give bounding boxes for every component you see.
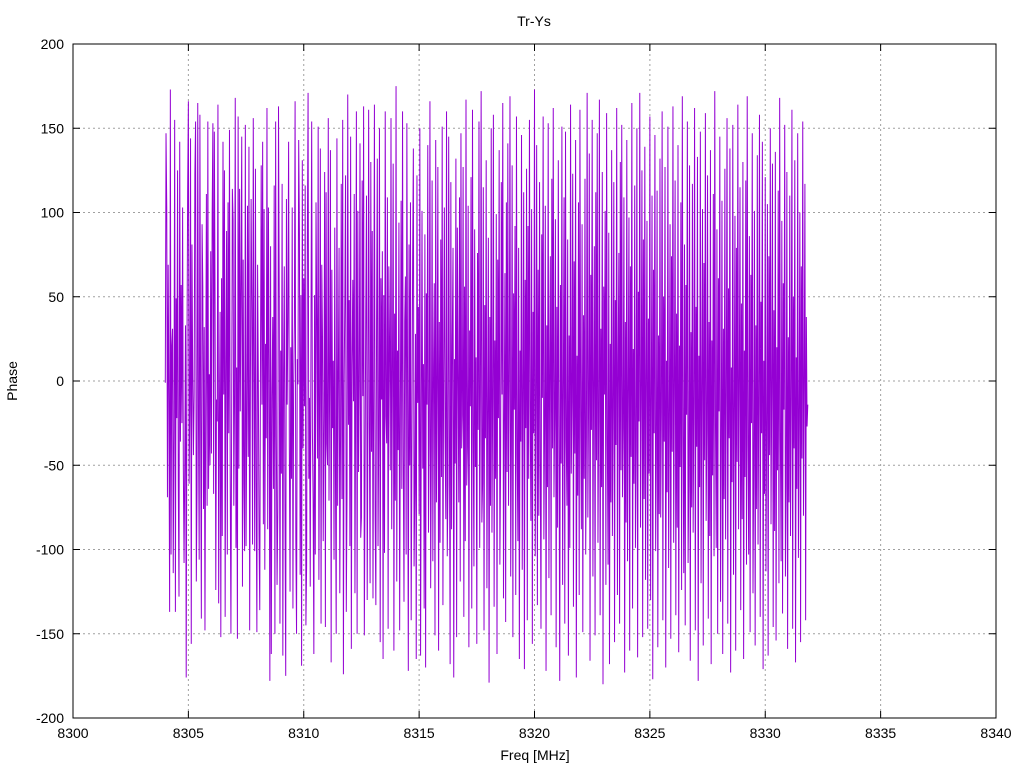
x-tick-label: 8335 xyxy=(865,725,896,741)
y-tick-label: 50 xyxy=(48,289,64,305)
y-tick-label: -50 xyxy=(44,457,64,473)
y-tick-label: -100 xyxy=(36,542,64,558)
y-tick-label: -200 xyxy=(36,710,64,726)
x-tick-label: 8310 xyxy=(288,725,319,741)
x-axis-title: Freq [MHz] xyxy=(500,747,569,763)
phase-series-line xyxy=(164,86,809,685)
y-tick-label: 150 xyxy=(41,120,65,136)
y-tick-label: -150 xyxy=(36,626,64,642)
y-tick-labels: -200 -150 -100 -50 0 50 100 150 200 xyxy=(36,36,64,726)
x-tick-label: 8340 xyxy=(980,725,1011,741)
x-tick-label: 8330 xyxy=(750,725,781,741)
tick-marks xyxy=(72,43,997,719)
y-axis-title: Phase xyxy=(4,361,20,401)
chart-title: Tr-Ys xyxy=(517,13,551,29)
y-tick-label: 0 xyxy=(56,373,64,389)
series-layer xyxy=(164,86,809,685)
x-tick-label: 8305 xyxy=(173,725,204,741)
x-tick-label: 8320 xyxy=(519,725,550,741)
y-tick-label: 200 xyxy=(41,36,65,52)
x-tick-label: 8325 xyxy=(634,725,665,741)
y-tick-label: 100 xyxy=(41,205,65,221)
x-tick-labels: 8300 8305 8310 8315 8320 8325 8330 8335 8340 xyxy=(57,725,1011,741)
x-tick-label: 8300 xyxy=(57,725,88,741)
x-tick-label: 8315 xyxy=(404,725,435,741)
